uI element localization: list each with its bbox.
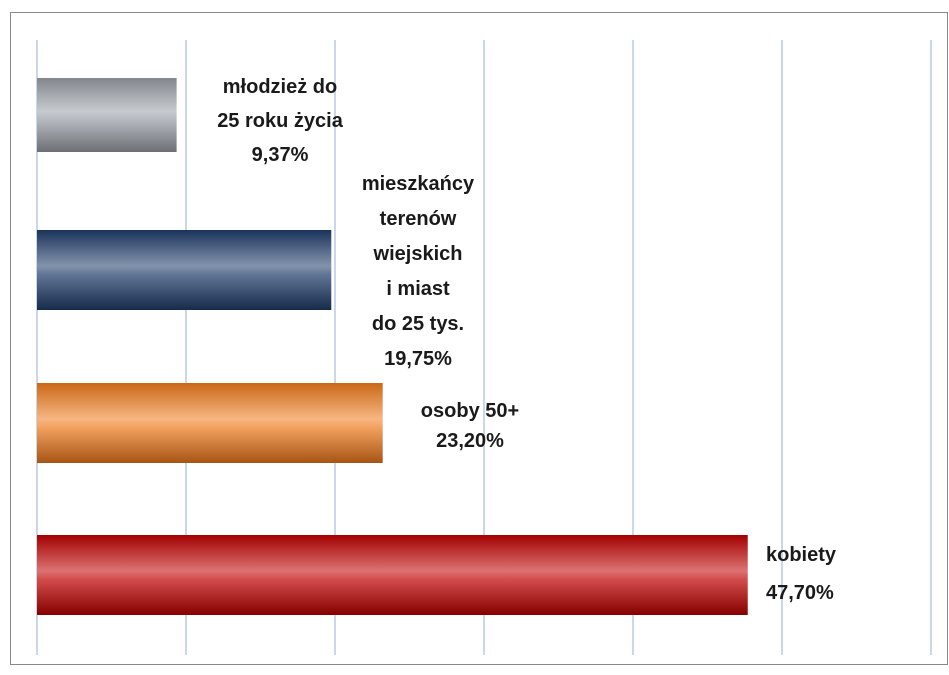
category-label: wiejskich	[373, 243, 463, 265]
category-label: i miast	[386, 278, 450, 300]
category-label: kobiety	[766, 544, 837, 566]
category-label: mieszkańcy	[362, 173, 475, 195]
category-label: terenów	[380, 208, 457, 230]
category-label: osoby 50+	[421, 400, 519, 422]
chart-frame	[10, 12, 948, 665]
bar	[37, 78, 177, 152]
value-label: 23,20%	[436, 430, 504, 452]
bar	[37, 535, 748, 615]
value-label: 9,37%	[252, 144, 309, 166]
category-label: młodzież do	[223, 76, 337, 98]
data-label: kobiety 47,70%	[766, 544, 837, 604]
bar	[37, 230, 332, 310]
bar	[37, 383, 383, 463]
value-label: 19,75%	[384, 348, 452, 370]
value-label: 47,70%	[766, 582, 834, 604]
data-label: osoby 50+ 23,20%	[421, 400, 519, 452]
data-label: mieszkańcy terenów wiejskich i miast do 25 t…	[362, 173, 475, 370]
category-label: do 25 tys.	[372, 313, 464, 335]
data-label: młodzież do 25 roku życia 9,37%	[217, 76, 344, 166]
category-label: 25 roku życia	[217, 110, 344, 132]
